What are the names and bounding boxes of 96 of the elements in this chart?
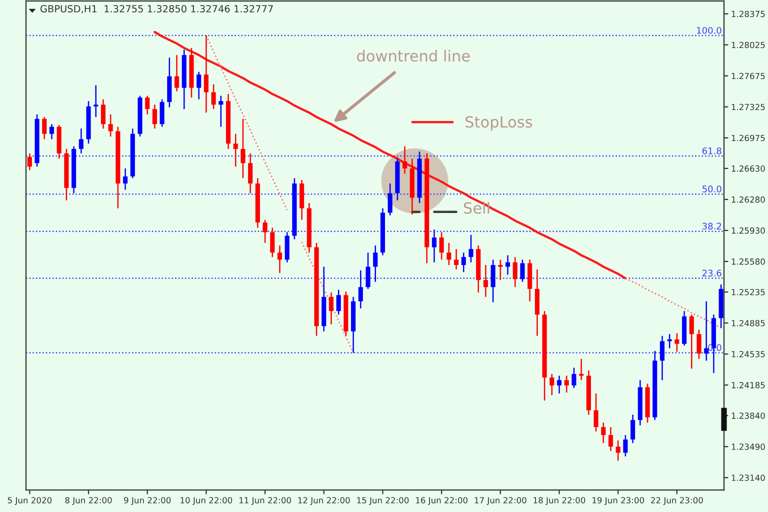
- line-series: [624, 278, 722, 329]
- candlestick: [468, 234, 474, 263]
- candlestick: [630, 414, 636, 444]
- candlestick: [704, 300, 709, 362]
- candlestick: [556, 375, 562, 394]
- candlestick: [108, 114, 113, 138]
- annotation: 38.2: [702, 222, 721, 230]
- candlestick: [623, 434, 628, 457]
- candlestick: [550, 373, 554, 396]
- y-tick-label: 1.23840: [732, 412, 765, 419]
- x-tick-label: 11 Jun 22:00: [239, 497, 291, 505]
- candlestick: [446, 242, 452, 266]
- y-tick-label: 1.25580: [732, 258, 765, 265]
- candlestick: [211, 84, 216, 110]
- candlestick: [152, 104, 157, 130]
- candlestick: [483, 264, 488, 298]
- candlestick: [454, 248, 459, 270]
- y-tick-label: 1.26975: [732, 134, 765, 142]
- candlestick: [601, 422, 606, 444]
- x-tick-label: 8 Jun 22:00: [65, 497, 112, 505]
- x-tick-label: 9 Jun 22:00: [124, 497, 171, 505]
- candlestick: [373, 244, 378, 282]
- annotation: 61.8: [702, 147, 722, 154]
- candlestick: [336, 289, 341, 316]
- line-series: [154, 30, 627, 280]
- candlestick: [145, 95, 150, 116]
- candlestick: [520, 259, 525, 282]
- candlestick: [328, 292, 334, 325]
- candlestick: [284, 232, 290, 263]
- candlestick: [461, 252, 466, 273]
- y-tick-label: 1.24535: [732, 351, 765, 358]
- candlestick: [439, 232, 444, 260]
- candlestick: [160, 98, 164, 128]
- candlestick: [498, 259, 503, 281]
- candlestick: [262, 219, 268, 244]
- candlestick: [277, 244, 282, 274]
- candlestick: [402, 146, 408, 174]
- annotation: 50.0: [702, 186, 722, 192]
- candlestick: [42, 116, 47, 140]
- candlestick: [594, 392, 598, 432]
- y-tick-label: 1.24185: [732, 382, 765, 388]
- candlestick: [388, 182, 392, 216]
- candlestick: [366, 252, 370, 290]
- chart-title: GBPUSD,H1 1.32755 1.32850 1.32746 1.32777: [40, 5, 273, 14]
- y-tick-label: 1.28025: [732, 42, 765, 48]
- y-tick-label: 1.25930: [732, 227, 765, 234]
- candlestick: [100, 98, 106, 130]
- x-tick-label: 12 Jun 22:00: [298, 497, 350, 505]
- candlestick: [432, 228, 436, 263]
- candlestick: [505, 254, 510, 276]
- candlestick: [233, 133, 238, 168]
- candlestick: [27, 152, 32, 171]
- candlestick: [358, 270, 363, 310]
- y-tick-label: 1.27325: [732, 104, 765, 110]
- annotation: 100.0: [697, 26, 722, 34]
- candlestick: [696, 329, 702, 360]
- candlestick: [196, 71, 202, 100]
- y-tick-label: 1.27675: [732, 72, 765, 80]
- candlestick: [174, 54, 180, 92]
- candlestick: [78, 128, 84, 154]
- legend-label: StopLoss: [466, 116, 532, 131]
- x-tick-label: 17 Jun 22:00: [474, 497, 526, 505]
- candlestick: [270, 227, 275, 258]
- candlestick: [490, 259, 496, 303]
- candlestick: [660, 335, 664, 381]
- y-tick-label: 1.24885: [732, 320, 765, 326]
- candlestick: [204, 34, 208, 114]
- candlestick: [123, 168, 128, 190]
- candlestick: [94, 84, 98, 118]
- candlestick: [572, 367, 576, 389]
- candlestick: [512, 256, 518, 288]
- candlestick: [674, 332, 680, 352]
- y-tick-label: 1.26280: [732, 196, 765, 203]
- candlestick: [564, 375, 569, 394]
- x-tick-label: 18 Jun 22:00: [534, 497, 586, 505]
- x-tick-label: 16 Jun 22:00: [416, 497, 468, 505]
- annotation: 23.6: [702, 270, 722, 277]
- candlestick: [240, 118, 246, 179]
- x-tick-label: 22 Jun 23:00: [651, 497, 703, 505]
- y-tick-label: 1.26630: [732, 165, 765, 172]
- annotation: Sell: [464, 202, 490, 214]
- y-tick-label: 1.23490: [732, 444, 765, 450]
- annotation: downtrend line: [357, 50, 470, 62]
- y-tick-label: 1.28375: [732, 10, 765, 18]
- y-tick-label: 1.25235: [732, 288, 765, 296]
- x-tick-label: 10 Jun 22:00: [180, 497, 232, 505]
- y-tick-label: 1.23140: [732, 474, 765, 481]
- candlestick: [218, 95, 224, 128]
- candlestick: [248, 152, 253, 194]
- x-tick-label: 19 Jun 23:00: [592, 497, 644, 505]
- candlestick: [49, 124, 54, 140]
- candlestick: [689, 314, 694, 370]
- candlestick: [616, 440, 620, 462]
- x-tick-label: 15 Jun 22:00: [357, 497, 409, 505]
- candlestick: [608, 426, 614, 452]
- x-tick-label: 5 Jun 2020: [8, 497, 52, 505]
